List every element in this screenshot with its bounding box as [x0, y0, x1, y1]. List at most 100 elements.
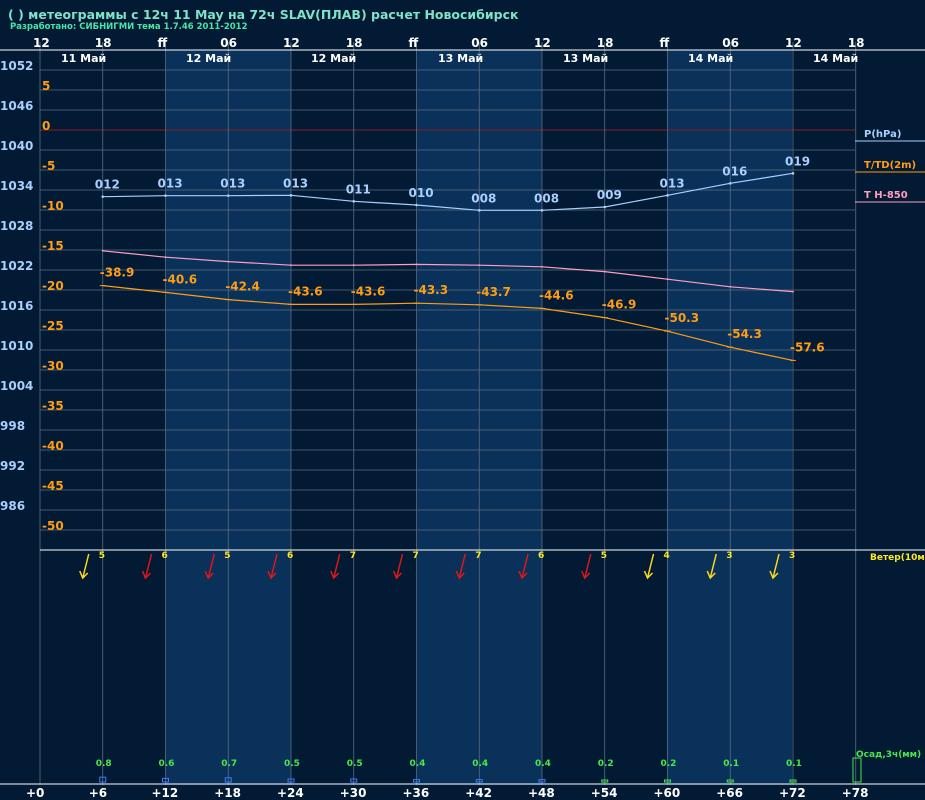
wind-speed-label: 3	[789, 551, 795, 561]
pressure-axis-tick: 1052	[0, 59, 33, 73]
pressure-point	[728, 182, 732, 185]
precip-value-label: 0.5	[284, 759, 300, 769]
pressure-point	[540, 209, 544, 212]
precip-bar	[287, 778, 295, 783]
precip-bar	[99, 776, 107, 783]
pressure-axis-tick: 1046	[0, 99, 33, 113]
wind-arrow	[772, 553, 780, 579]
x-tick-label: +6	[89, 786, 107, 800]
wind-speed-label: 3	[726, 551, 732, 561]
top-hour-label: 06	[722, 36, 739, 50]
wind-arrow-head	[330, 570, 340, 580]
wind-speed-label: 5	[99, 551, 105, 561]
pressure-point	[415, 203, 418, 207]
page-subtitle: Разработано: СИБНИГМИ тема 1.7.46 2011-2…	[10, 22, 248, 32]
precip-bar	[350, 778, 358, 783]
wind-speed-label: 6	[162, 551, 168, 561]
temperature-axis-tick: -50	[42, 519, 64, 533]
temperature-data-label: -46.9	[602, 298, 637, 312]
top-hour-label: ff	[409, 36, 419, 50]
t850-point	[478, 264, 481, 267]
legend-entry: P(hPa)	[864, 129, 901, 140]
x-tick-label: +0	[26, 786, 44, 800]
x-tick-label: +48	[528, 786, 555, 800]
wind-arrow-head	[79, 570, 89, 580]
wind-arrow	[584, 553, 592, 579]
x-tick-label: +36	[403, 786, 430, 800]
wind-arrow-head	[141, 570, 152, 580]
x-tick-label: +54	[591, 786, 618, 800]
legend-entry: T/TD(2m)	[864, 160, 916, 171]
wind-arrow	[333, 553, 341, 579]
temperature-data-label: -44.6	[539, 288, 574, 302]
wind-speed-label: 4	[664, 551, 670, 561]
pressure-data-label: 011	[346, 182, 371, 196]
day-label: 13 Май	[438, 52, 483, 65]
t850-point	[792, 290, 794, 293]
x-tick-label: +24	[277, 786, 304, 800]
temperature-axis-tick: 0	[42, 119, 50, 133]
wind-arrow-head	[455, 570, 465, 580]
top-hour-label: 12	[534, 36, 551, 50]
t850-point	[666, 278, 669, 281]
day-label: 11 Май	[61, 52, 106, 65]
temperature-axis-tick: -25	[42, 319, 64, 333]
pressure-point	[603, 205, 607, 209]
series-line-t850	[102, 250, 794, 293]
temperature-data-label: -43.3	[414, 283, 449, 297]
temperature-axis-tick: -45	[42, 479, 64, 493]
pressure-axis-tick: 1034	[0, 179, 33, 193]
top-hour-label: ff	[158, 36, 168, 50]
day-label: 14 Май	[813, 52, 858, 65]
precip-bar	[162, 777, 169, 783]
top-hour-label: 12	[33, 36, 50, 50]
temperature-axis-tick: 5	[42, 79, 50, 93]
precip-value-label: 0.5	[347, 759, 363, 769]
t850-point	[290, 264, 292, 267]
pressure-axis-tick: 986	[0, 499, 25, 513]
wind-arrow	[270, 553, 278, 579]
precip-value-label: 0.6	[159, 759, 175, 769]
pressure-point	[352, 200, 356, 203]
wind-speed-label: 6	[538, 551, 544, 561]
pressure-axis-tick: 1016	[0, 299, 33, 313]
precip-bar	[601, 779, 609, 783]
pressure-axis-tick: 1022	[0, 259, 33, 273]
day-band-2	[667, 50, 792, 785]
wind-arrow-head	[769, 570, 779, 580]
t850-point	[352, 264, 355, 267]
t850-point	[227, 260, 230, 263]
wind-arrow	[646, 553, 655, 579]
pressure-data-label: 012	[95, 178, 120, 192]
temperature-axis-tick: -10	[42, 199, 64, 213]
pressure-data-label: 019	[785, 154, 810, 168]
wind-arrow-head	[267, 570, 277, 580]
pressure-point	[289, 194, 293, 197]
t850-point	[729, 285, 732, 288]
pressure-data-label: 010	[409, 186, 434, 200]
top-hour-label: 18	[597, 36, 614, 50]
series-line-temperature	[102, 285, 794, 361]
wind-arrow-head	[581, 570, 591, 580]
precip-bar	[789, 779, 797, 783]
precip-value-label: 0.4	[472, 759, 488, 769]
temperature-data-label: -54.3	[727, 327, 762, 341]
pressure-axis-tick: 1004	[0, 379, 33, 393]
temperature-axis-tick: -40	[42, 439, 64, 453]
wind-arrow	[709, 553, 717, 579]
precip-value-label: 0.8	[96, 759, 112, 769]
legend-entry: T H-850	[864, 190, 908, 201]
top-hour-label: 12	[283, 36, 300, 50]
temperature-axis-tick: -5	[42, 159, 55, 173]
wind-arrow	[395, 553, 404, 579]
wind-arrow	[458, 553, 466, 579]
day-label: 12 Май	[311, 52, 356, 65]
precip-bar	[538, 779, 546, 783]
pressure-axis-tick: 992	[0, 459, 25, 473]
day-label: 14 Май	[688, 52, 733, 65]
pressure-data-label: 013	[158, 177, 183, 191]
top-hour-label: 18	[346, 36, 363, 50]
temperature-axis-tick: -35	[42, 399, 64, 413]
wind-speed-label: 7	[475, 551, 481, 561]
temperature-data-label: -42.4	[225, 280, 260, 294]
